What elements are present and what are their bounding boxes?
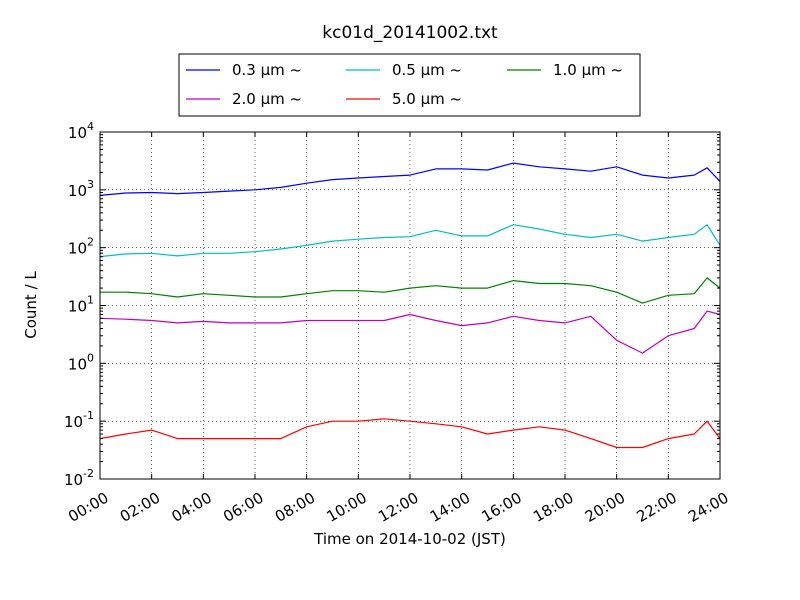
- y-axis-tick-labels: 10-2 10-1 100 101 102 103 104: [64, 120, 94, 489]
- x-tick-label: 18:00: [530, 489, 576, 526]
- chart-title: kc01d_20141002.txt: [322, 23, 498, 43]
- x-axis-tick-labels: 00:00 02:00 04:00 06:00 08:00 10:00 12:00 14:00…: [65, 489, 731, 526]
- legend-label: 0.3 μm ~: [232, 61, 302, 79]
- y-tick-label: 10-1: [64, 409, 94, 431]
- x-tick-label: 20:00: [582, 489, 628, 526]
- x-tick-label: 10:00: [323, 489, 369, 526]
- x-tick-label: 22:00: [633, 489, 679, 526]
- x-tick-label: 02:00: [117, 489, 163, 526]
- y-tick-label: 104: [68, 120, 94, 142]
- x-tick-label: 16:00: [478, 489, 524, 526]
- grid: [100, 132, 720, 479]
- y-tick-label: 102: [68, 236, 94, 258]
- y-tick-label: 103: [68, 178, 94, 200]
- y-tick-label: 100: [68, 351, 94, 373]
- x-tick-label: 06:00: [220, 489, 266, 526]
- legend-label: 2.0 μm ~: [232, 90, 302, 108]
- axis-ticks: [99, 131, 721, 480]
- series-line: [100, 277, 721, 304]
- legend-label: 0.5 μm ~: [392, 61, 462, 79]
- y-tick-label: 101: [68, 294, 94, 316]
- y-axis-label: Count / L: [22, 271, 40, 339]
- x-tick-label: 04:00: [168, 489, 214, 526]
- series-line: [99, 418, 721, 449]
- series-line: [99, 310, 721, 354]
- legend-label: 1.0 μm ~: [553, 61, 623, 79]
- x-tick-label: 08:00: [272, 489, 318, 526]
- x-axis-label: Time on 2014-10-02 (JST): [313, 530, 506, 548]
- series-line: [99, 162, 721, 196]
- series-line: [99, 224, 721, 258]
- x-tick-label: 12:00: [375, 489, 421, 526]
- y-tick-label: 10-2: [64, 467, 94, 489]
- x-tick-label: 14:00: [427, 489, 473, 526]
- x-tick-label: 00:00: [65, 489, 111, 526]
- legend-box: [178, 53, 641, 117]
- legend: 0.3 μm ~ 0.5 μm ~ 1.0 μm ~ 2.0 μm ~ 5.0 μm ~: [178, 53, 641, 117]
- series-lines: [99, 162, 721, 449]
- legend-label: 5.0 μm ~: [392, 90, 462, 108]
- x-tick-label: 24:00: [685, 489, 731, 526]
